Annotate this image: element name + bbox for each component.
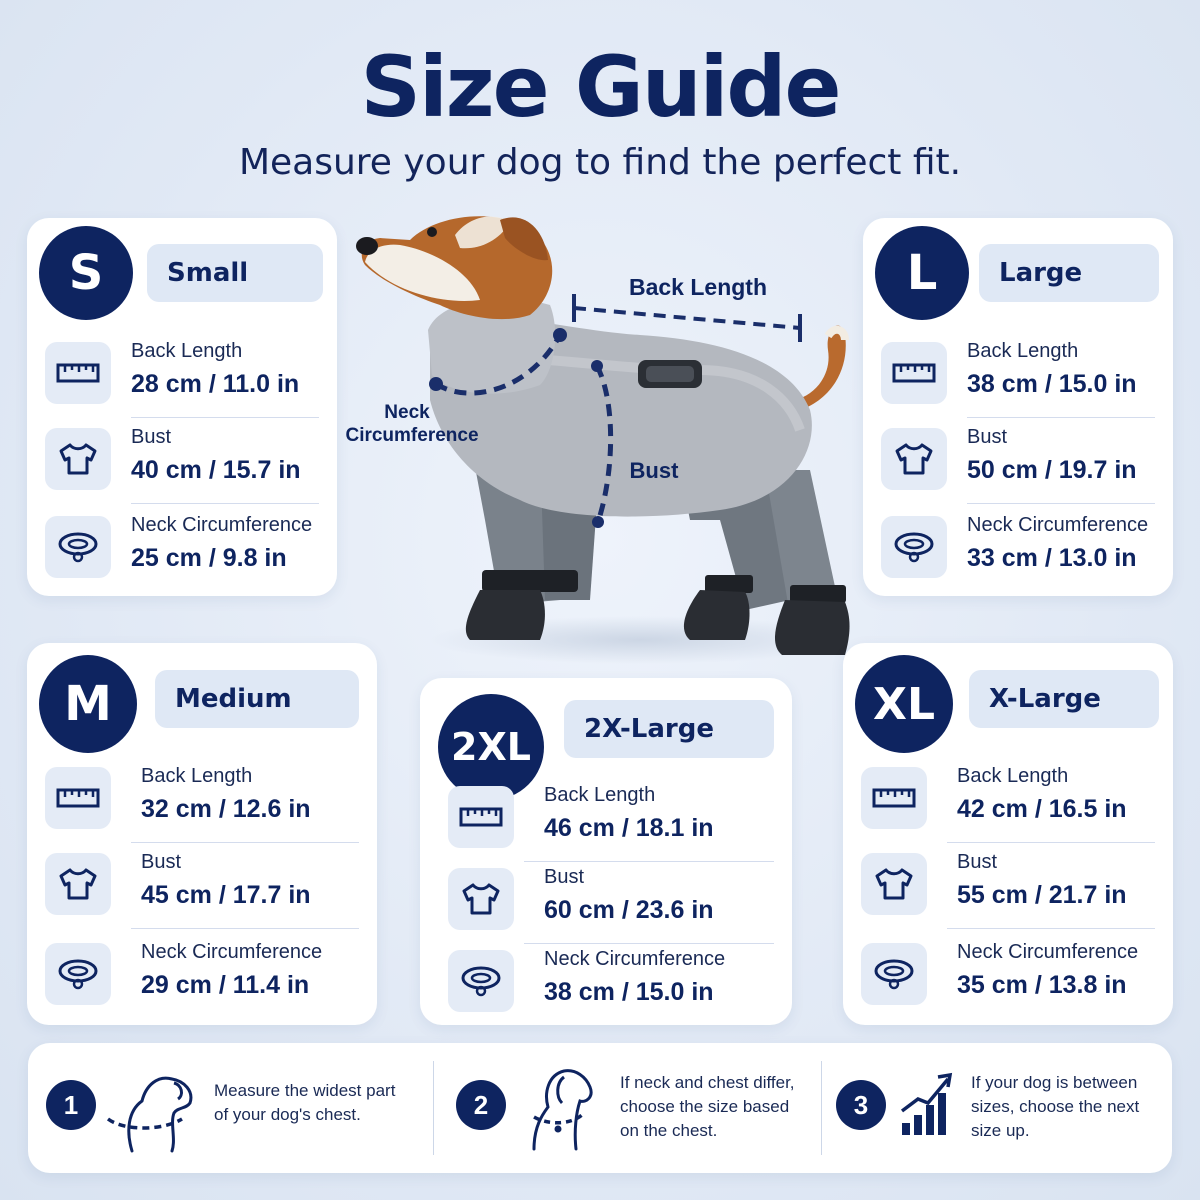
back-length-label: Back Length <box>141 765 253 787</box>
neck-circumference-label: Neck Circumference <box>544 948 726 970</box>
bust-value: 50 cm / 19.7 in <box>967 456 1137 484</box>
bust-label: Bust <box>967 426 1008 448</box>
step-number: 1 <box>46 1080 96 1130</box>
neck-circumference-value: 38 cm / 15.0 in <box>544 978 714 1006</box>
back-length-value: 46 cm / 18.1 in <box>544 814 714 842</box>
back-length-value: 32 cm / 12.6 in <box>141 795 311 823</box>
ruler-icon <box>861 767 927 829</box>
shirt-icon <box>861 853 927 915</box>
neck-row: Neck Circumference 29 cm / 11.4 in <box>45 935 359 1015</box>
back-length-value: 28 cm / 11.0 in <box>131 370 300 398</box>
bust-label: Bust <box>131 426 172 448</box>
step-number: 2 <box>456 1080 506 1130</box>
back-length-value: 38 cm / 15.0 in <box>967 370 1137 398</box>
size-badge: L <box>875 226 969 320</box>
neck-circumference-value: 35 cm / 13.8 in <box>957 971 1127 999</box>
back-length-row: Back Length 46 cm / 18.1 in <box>438 778 774 862</box>
size-name: 2X-Large <box>564 700 774 758</box>
page-title: Size Guide <box>360 38 841 136</box>
dog-neck-icon <box>532 1069 593 1151</box>
back-length-label: Back Length <box>629 274 767 300</box>
neck-circumference-label: Neck Circumference <box>141 941 323 963</box>
shirt-icon <box>45 428 111 490</box>
bust-label: Bust <box>630 458 680 483</box>
size-badge: M <box>39 655 137 753</box>
size-card-small: S Small Back Length 28 cm / 11.0 in Bust… <box>27 218 337 596</box>
ruler-icon <box>881 342 947 404</box>
page-subtitle: Measure your dog to find the perfect fit… <box>238 142 962 183</box>
neck-circumference-value: 25 cm / 9.8 in <box>131 544 287 572</box>
neck-circumference-label: Neck Circumference <box>967 514 1149 536</box>
ruler-icon <box>45 342 111 404</box>
ruler-icon <box>45 767 111 829</box>
bust-row: Bust 60 cm / 23.6 in <box>438 860 774 944</box>
bust-value: 55 cm / 21.7 in <box>957 881 1127 909</box>
dog-chest-icon <box>106 1076 193 1153</box>
size-name: Medium <box>155 670 359 728</box>
back-length-label: Back Length <box>967 340 1079 362</box>
back-length-value: 42 cm / 16.5 in <box>957 795 1127 823</box>
bust-value: 40 cm / 15.7 in <box>131 456 301 484</box>
back-length-row: Back Length 32 cm / 12.6 in <box>45 759 359 843</box>
size-badge: S <box>39 226 133 320</box>
back-length-row: Back Length 42 cm / 16.5 in <box>861 759 1155 843</box>
back-length-row: Back Length 38 cm / 15.0 in <box>881 334 1155 418</box>
growth-chart-icon <box>900 1072 953 1135</box>
shirt-icon <box>881 428 947 490</box>
bust-value: 45 cm / 17.7 in <box>141 881 311 909</box>
collar-icon <box>45 516 111 578</box>
neck-circumference-label: Neck Circumference <box>131 514 313 536</box>
bust-label: Bust <box>957 851 998 873</box>
tip-text: If your dog is between sizes, choose the… <box>971 1073 1140 1140</box>
collar-icon <box>45 943 111 1005</box>
neck-label: Neck <box>384 402 430 423</box>
bust-row: Bust 40 cm / 15.7 in <box>45 420 319 504</box>
size-card-x-large: XL X-Large Back Length 42 cm / 16.5 in B… <box>843 643 1173 1025</box>
back-length-label: Back Length <box>131 340 243 362</box>
dog-illustration: Back Length Neck Circumference Bust <box>345 216 850 664</box>
neck-circumference-label: Neck Circumference <box>957 941 1139 963</box>
ruler-icon <box>448 786 514 848</box>
neck-row: Neck Circumference 38 cm / 15.0 in <box>438 942 774 1022</box>
shirt-icon <box>45 853 111 915</box>
size-card-large: L Large Back Length 38 cm / 15.0 in Bust… <box>863 218 1173 596</box>
size-name: Large <box>979 244 1159 302</box>
tip-1: 1 Measure the widest part of your dog's … <box>28 1043 428 1173</box>
bust-row: Bust 55 cm / 21.7 in <box>861 845 1155 929</box>
shirt-icon <box>448 868 514 930</box>
divider <box>821 1061 822 1155</box>
collar-icon <box>881 516 947 578</box>
step-number: 3 <box>836 1080 886 1130</box>
bust-value: 60 cm / 23.6 in <box>544 896 714 924</box>
size-name: Small <box>147 244 323 302</box>
back-length-label: Back Length <box>544 784 656 806</box>
collar-icon <box>861 943 927 1005</box>
size-name: X-Large <box>969 670 1159 728</box>
divider <box>433 1061 434 1155</box>
neck-row: Neck Circumference 25 cm / 9.8 in <box>45 508 319 588</box>
back-length-label: Back Length <box>957 765 1069 787</box>
neck-row: Neck Circumference 35 cm / 13.8 in <box>861 935 1155 1015</box>
bust-label: Bust <box>544 866 585 888</box>
tips-bar: 1 Measure the widest part of your dog's … <box>28 1043 1172 1173</box>
tip-3: 3 If your dog is between sizes, choose t… <box>836 1043 1172 1173</box>
collar-icon <box>448 950 514 1012</box>
back-length-row: Back Length 28 cm / 11.0 in <box>45 334 319 418</box>
tip-text: Measure the widest part of your dog's ch… <box>214 1081 396 1124</box>
size-card-2x-large: 2XL 2X-Large Back Length 46 cm / 18.1 in… <box>420 678 792 1025</box>
tip-2: 2 If neck and chest differ, choose the s… <box>448 1043 818 1173</box>
bust-row: Bust 45 cm / 17.7 in <box>45 845 359 929</box>
bust-label: Bust <box>141 851 182 873</box>
neck-circumference-value: 29 cm / 11.4 in <box>141 971 310 999</box>
size-card-medium: M Medium Back Length 32 cm / 12.6 in Bus… <box>27 643 377 1025</box>
neck-circumference-value: 33 cm / 13.0 in <box>967 544 1137 572</box>
circumference-label: Circumference <box>345 425 478 446</box>
tip-text: If neck and chest differ, choose the siz… <box>620 1073 795 1140</box>
size-badge: 2XL <box>438 694 544 800</box>
bust-row: Bust 50 cm / 19.7 in <box>881 420 1155 504</box>
neck-row: Neck Circumference 33 cm / 13.0 in <box>881 508 1155 588</box>
size-badge: XL <box>855 655 953 753</box>
